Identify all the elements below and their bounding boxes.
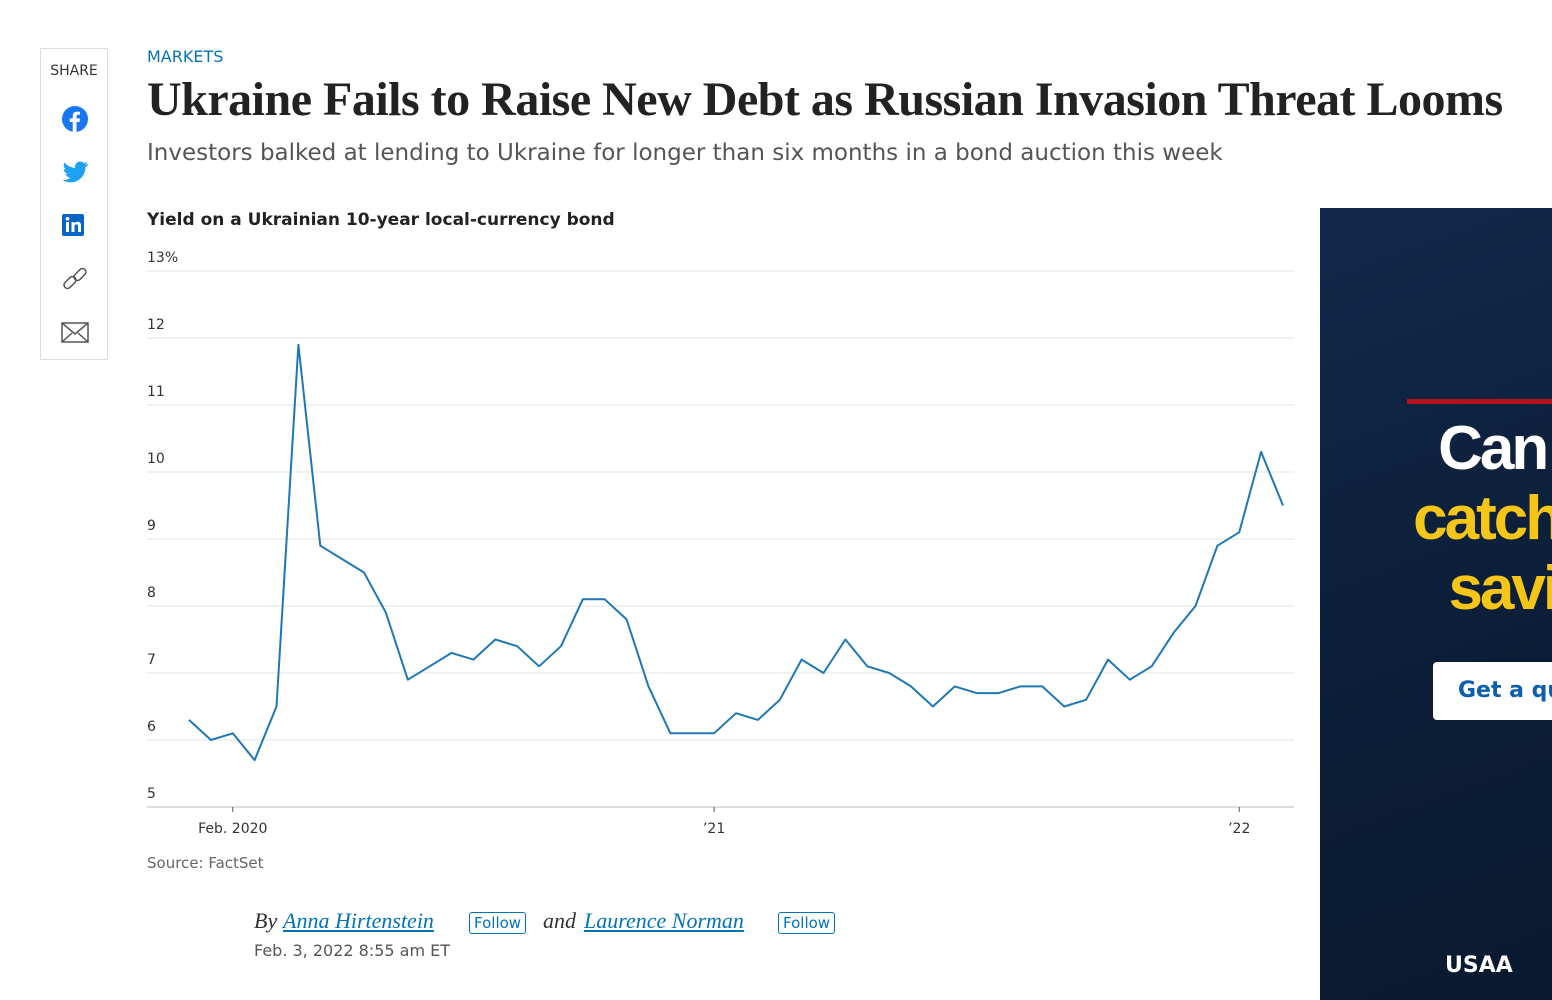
ad-headline: savin	[1448, 554, 1552, 623]
share-panel: SHARE	[40, 48, 108, 360]
y-tick-label: 8	[147, 585, 156, 601]
ad-rule	[1407, 399, 1552, 404]
linkedin-icon[interactable]	[61, 213, 89, 239]
y-tick-label: 11	[147, 384, 165, 400]
y-tick-label: 6	[147, 719, 156, 735]
y-tick-label: 5	[147, 786, 156, 802]
headline: Ukraine Fails to Raise New Debt as Russi…	[147, 73, 1503, 126]
byline-by: By	[254, 908, 278, 933]
y-tick-label: 7	[147, 652, 156, 668]
link-icon[interactable]	[61, 265, 91, 295]
section-label[interactable]: MARKETS	[147, 47, 224, 66]
author-link[interactable]: Anna Hirtenstein	[283, 908, 434, 933]
ad-headline: Can y	[1438, 414, 1552, 483]
chart-title: Yield on a Ukrainian 10-year local-curre…	[147, 210, 615, 230]
y-tick-label: 13%	[147, 250, 178, 266]
y-tick-label: 9	[147, 518, 156, 534]
dek: Investors balked at lending to Ukraine f…	[147, 140, 1223, 166]
chart-source: Source: FactSet	[147, 854, 264, 872]
line-series	[188, 343, 1284, 762]
ad-headline: catch t	[1413, 484, 1552, 553]
advertisement[interactable]: Can y catch t savin Get a qu USAA	[1320, 208, 1552, 1000]
x-tick-label: Feb. 2020	[198, 821, 267, 837]
ad-brand: USAA	[1445, 953, 1513, 978]
x-tick-label: ’22	[1228, 821, 1250, 837]
x-tick-label: ’21	[703, 821, 725, 837]
y-tick-label: 10	[147, 451, 165, 467]
share-label: SHARE	[50, 63, 98, 79]
chart: 5 6 7 8 9 10 11 12 13% Feb. 2020 ’21 ’22	[147, 250, 1294, 837]
follow-button[interactable]: Follow	[778, 912, 836, 934]
byline-and: and	[543, 908, 576, 933]
publish-date: Feb. 3, 2022 8:55 am ET	[254, 941, 451, 960]
follow-button[interactable]: Follow	[469, 912, 527, 934]
author-link[interactable]: Laurence Norman	[584, 908, 744, 933]
twitter-icon[interactable]	[61, 159, 89, 185]
ad-button[interactable]: Get a qu	[1433, 662, 1552, 720]
y-tick-label: 12	[147, 317, 165, 333]
email-icon[interactable]	[61, 321, 91, 345]
facebook-icon[interactable]	[61, 105, 89, 133]
